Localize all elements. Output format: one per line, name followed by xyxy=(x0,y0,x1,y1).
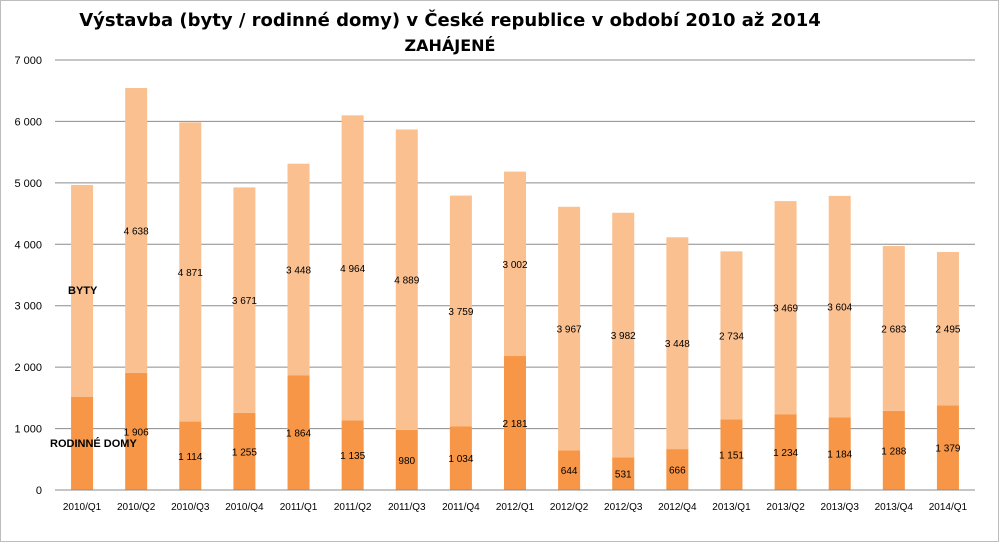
x-tick-label: 2012/Q2 xyxy=(550,502,589,513)
bar-rodinne-domy xyxy=(774,414,797,490)
data-label-byty: 4 889 xyxy=(394,276,419,287)
chart-title: Výstavba (byty / rodinné domy) v České r… xyxy=(79,10,821,31)
x-tick-label: 2012/Q3 xyxy=(604,502,643,513)
data-label-byty: 2 495 xyxy=(935,325,960,336)
data-label-rodinne-domy: 980 xyxy=(398,456,415,467)
y-tick-label: 2 000 xyxy=(14,362,42,374)
data-label-byty: 3 967 xyxy=(557,325,582,336)
bar-rodinne-domy xyxy=(341,420,364,490)
x-tick-label: 2014/Q1 xyxy=(929,502,968,513)
data-label-byty: 3 448 xyxy=(286,266,311,277)
x-tick-label: 2013/Q3 xyxy=(821,502,860,513)
data-label-rodinne-domy: 1 906 xyxy=(124,427,149,438)
y-tick-label: 6 000 xyxy=(14,116,42,128)
bar-rodinne-domy xyxy=(558,450,581,490)
data-label-rodinne-domy: 1 288 xyxy=(881,446,906,457)
data-label-rodinne-domy: 531 xyxy=(615,470,632,481)
x-tick-label: 2010/Q2 xyxy=(117,502,156,513)
data-label-rodinne-domy: 1 255 xyxy=(232,447,257,458)
bar-rodinne-domy xyxy=(828,417,851,490)
data-label-byty: 3 982 xyxy=(611,331,636,342)
x-tick-label: 2010/Q1 xyxy=(63,502,102,513)
y-tick-label: 5 000 xyxy=(14,178,42,190)
bar-byty xyxy=(125,88,148,373)
x-tick-label: 2012/Q4 xyxy=(658,502,697,513)
bar-byty xyxy=(774,201,797,415)
bar-rodinne-domy xyxy=(720,419,743,490)
data-label-byty: 3 671 xyxy=(232,296,257,307)
x-tick-label: 2013/Q2 xyxy=(766,502,805,513)
data-label-rodinne-domy: 666 xyxy=(669,466,686,477)
bar-byty xyxy=(612,212,635,458)
bar-byty xyxy=(449,195,472,427)
y-tick-label: 0 xyxy=(36,485,42,497)
data-label-byty: 4 964 xyxy=(340,264,365,275)
bar-byty xyxy=(341,115,364,421)
bar-rodinne-domy xyxy=(125,372,148,490)
bar-byty xyxy=(666,237,689,450)
bar-byty xyxy=(720,251,743,420)
series-label-byty: BYTY xyxy=(68,285,98,297)
bar-byty xyxy=(882,246,905,411)
bar-byty xyxy=(71,184,94,397)
x-tick-label: 2011/Q4 xyxy=(442,502,480,513)
bar-rodinne-domy xyxy=(179,421,202,490)
data-label-byty: 3 604 xyxy=(827,303,852,314)
bar-rodinne-domy xyxy=(449,426,472,490)
y-tick-label: 7 000 xyxy=(14,55,42,67)
data-label-rodinne-domy: 1 135 xyxy=(340,451,365,462)
y-tick-label: 3 000 xyxy=(14,301,42,313)
y-tick-label: 4 000 xyxy=(14,239,42,251)
data-label-byty: 3 469 xyxy=(773,304,798,315)
data-label-rodinne-domy: 644 xyxy=(561,466,578,477)
bar-byty xyxy=(287,163,310,376)
x-tick-label: 2012/Q1 xyxy=(496,502,535,513)
x-tick-label: 2011/Q1 xyxy=(280,502,318,513)
x-tick-label: 2010/Q3 xyxy=(171,502,210,513)
y-tick-label: 1 000 xyxy=(14,424,42,436)
data-label-byty: 2 683 xyxy=(881,324,906,335)
x-tick-label: 2010/Q4 xyxy=(225,502,264,513)
bar-rodinne-domy xyxy=(395,429,418,490)
data-label-rodinne-domy: 1 184 xyxy=(827,450,852,461)
data-label-byty: 4 871 xyxy=(178,268,203,279)
bar-byty xyxy=(395,129,418,430)
bar-rodinne-domy xyxy=(504,356,526,490)
data-label-rodinne-domy: 1 151 xyxy=(719,451,744,462)
bar-rodinne-domy xyxy=(233,412,256,490)
x-tick-label: 2011/Q3 xyxy=(388,502,426,513)
data-label-byty: 4 638 xyxy=(124,226,149,237)
bar-byty xyxy=(558,206,581,451)
bar-rodinne-domy xyxy=(882,410,905,490)
chart-subtitle: ZAHÁJENÉ xyxy=(404,36,496,55)
data-label-byty: 3 002 xyxy=(502,260,527,271)
bar-byty xyxy=(233,187,256,413)
data-label-rodinne-domy: 1 379 xyxy=(935,444,960,455)
bar-byty xyxy=(179,122,202,422)
bar-rodinne-domy xyxy=(666,449,689,490)
bar-rodinne-domy xyxy=(71,396,94,490)
bar-rodinne-domy xyxy=(936,405,959,490)
series-label-rodinne-domy: RODINNÉ DOMY xyxy=(50,438,137,450)
bar-rodinne-domy xyxy=(287,375,310,490)
bar-byty xyxy=(828,195,851,418)
data-label-byty: 3 759 xyxy=(448,307,473,318)
bar-byty xyxy=(504,171,526,357)
bar-rodinne-domy xyxy=(612,457,635,490)
data-label-rodinne-domy: 1 864 xyxy=(286,429,311,440)
x-tick-label: 2011/Q2 xyxy=(334,502,372,513)
bar-byty xyxy=(936,252,959,406)
x-tick-label: 2013/Q4 xyxy=(875,502,914,513)
data-label-rodinne-domy: 1 114 xyxy=(178,452,203,463)
data-label-byty: 2 734 xyxy=(719,331,744,342)
data-label-rodinne-domy: 2 181 xyxy=(502,419,527,430)
x-tick-label: 2013/Q1 xyxy=(712,502,751,513)
data-label-byty: 3 448 xyxy=(665,339,690,350)
data-label-rodinne-domy: 1 034 xyxy=(448,454,473,465)
data-label-rodinne-domy: 1 234 xyxy=(773,448,798,459)
